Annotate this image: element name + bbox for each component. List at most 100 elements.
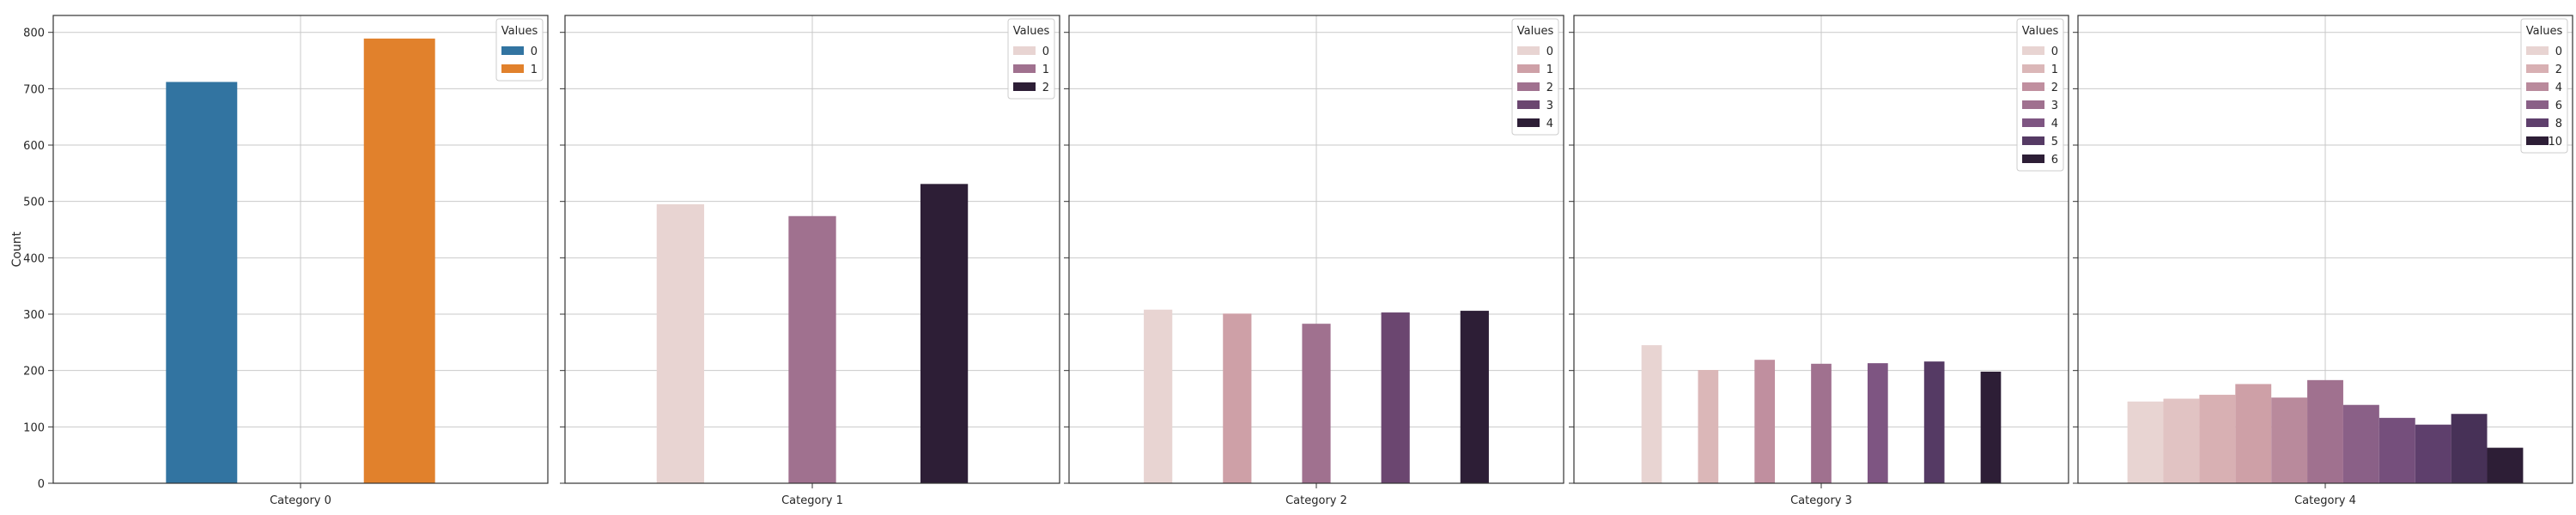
x-tick-label: Category 3 <box>1790 494 1852 507</box>
legend-box <box>1007 18 1055 100</box>
bar[interactable] <box>2307 379 2343 483</box>
bar[interactable] <box>1867 363 1888 483</box>
legend: Values 0 1 2 <box>1007 18 1055 100</box>
bar[interactable] <box>1381 312 1410 483</box>
bar[interactable] <box>2379 417 2415 483</box>
bar[interactable] <box>2271 397 2308 483</box>
bar[interactable] <box>1144 309 1173 483</box>
bar[interactable] <box>1754 360 1776 483</box>
legend-swatch <box>2526 82 2549 91</box>
chart-panel-4: Category 4 Values 0 2 4 6 8 10 <box>2073 15 2573 507</box>
chart-panel-2: Category 2 Values 0 1 2 3 4 <box>1064 15 1564 507</box>
legend-label: 2 <box>2051 82 2058 94</box>
legend-swatch <box>2022 82 2044 91</box>
legend-swatch <box>501 46 524 55</box>
bar[interactable] <box>2487 447 2524 483</box>
legend-label: 1 <box>1546 64 1553 76</box>
legend-label: 5 <box>2051 136 2058 148</box>
legend-label: 2 <box>1546 82 1553 94</box>
legend-title: Values <box>1013 25 1050 38</box>
legend-label: 10 <box>2548 136 2562 148</box>
bar[interactable] <box>2199 394 2236 483</box>
bar[interactable] <box>788 215 836 483</box>
chart-panel-1: Category 1 Values 0 1 2 <box>560 15 1060 507</box>
legend-swatch <box>2022 100 2044 109</box>
y-tick-label: 700 <box>23 83 45 96</box>
legend-label: 3 <box>1546 100 1553 112</box>
bar[interactable] <box>1641 345 1662 483</box>
legend-title: Values <box>2022 25 2059 38</box>
x-tick-label: Category 1 <box>781 494 843 507</box>
x-tick-label: Category 0 <box>270 494 331 507</box>
legend-label: 6 <box>2051 154 2058 167</box>
legend-swatch <box>1013 82 1036 91</box>
y-tick-label: 300 <box>23 309 45 322</box>
bar[interactable] <box>1302 324 1331 483</box>
legend-label: 6 <box>2555 100 2562 112</box>
legend-box <box>2016 18 2064 172</box>
legend-swatch <box>2022 154 2044 163</box>
y-axis-label: Count <box>10 231 24 267</box>
legend-label: 2 <box>1042 82 1049 94</box>
legend-swatch <box>1013 46 1036 55</box>
legend-swatch <box>1517 100 1540 109</box>
legend-swatch <box>1517 46 1540 55</box>
y-tick-label: 600 <box>23 140 45 153</box>
bar[interactable] <box>2127 401 2164 483</box>
legend: Values 0 1 <box>495 18 544 82</box>
bar[interactable] <box>2235 384 2272 483</box>
legend-label: 4 <box>2555 82 2562 94</box>
legend: Values 0 1 2 3 4 5 6 <box>2016 18 2064 172</box>
legend-swatch <box>2526 136 2549 145</box>
legend-label: 2 <box>2555 64 2562 76</box>
bar[interactable] <box>1923 361 1945 483</box>
bar[interactable] <box>1460 311 1489 483</box>
chart-panel-0: 0 100 200 300 400 500 600 700 800 Category 0 Value… <box>23 15 549 507</box>
legend-swatch <box>1517 118 1540 127</box>
legend-swatch <box>1517 64 1540 73</box>
legend-label: 4 <box>2051 118 2058 130</box>
legend-label: 3 <box>2051 100 2058 112</box>
bar[interactable] <box>166 82 238 483</box>
bar[interactable] <box>2342 404 2379 483</box>
bar[interactable] <box>2415 424 2451 483</box>
bar[interactable] <box>1980 371 2002 483</box>
x-tick-label: Category 4 <box>2294 494 2356 507</box>
legend-swatch <box>2526 46 2549 55</box>
legend-label: 1 <box>531 64 538 76</box>
chart-panel-3: Category 3 Values 0 1 2 3 4 5 6 <box>1569 15 2069 507</box>
y-tick-label: 0 <box>38 478 45 491</box>
legend-label: 8 <box>2555 118 2562 130</box>
bar[interactable] <box>363 38 435 483</box>
bar[interactable] <box>920 184 969 483</box>
legend-label: 0 <box>2555 45 2562 58</box>
bar[interactable] <box>1223 313 1252 483</box>
legend-swatch <box>2022 46 2044 55</box>
legend-label: 0 <box>1546 45 1553 58</box>
legend-swatch <box>1013 64 1036 73</box>
legend-swatch <box>2526 64 2549 73</box>
legend-label: 1 <box>2051 64 2058 76</box>
legend: Values 0 1 2 3 4 <box>1511 18 1559 136</box>
bar[interactable] <box>2163 398 2200 483</box>
bar[interactable] <box>1811 363 1832 483</box>
bar[interactable] <box>656 203 705 483</box>
legend-swatch <box>1517 82 1540 91</box>
legend-swatch <box>2526 118 2549 127</box>
y-tick-label: 200 <box>23 366 45 379</box>
bar[interactable] <box>1698 370 1719 483</box>
legend-swatch <box>501 64 524 73</box>
legend-swatch <box>2526 100 2549 109</box>
legend-swatch <box>2022 136 2044 145</box>
y-tick-label: 100 <box>23 421 45 434</box>
legend-label: 4 <box>1546 118 1553 130</box>
legend: Values 0 2 4 6 8 10 <box>2520 18 2568 154</box>
y-tick-label: 800 <box>23 27 45 40</box>
legend-title: Values <box>2526 25 2563 38</box>
y-tick-label: 500 <box>23 197 45 209</box>
x-tick-label: Category 2 <box>1285 494 1347 507</box>
bar[interactable] <box>2451 414 2488 483</box>
y-tick-label: 400 <box>23 252 45 265</box>
legend-title: Values <box>501 25 538 38</box>
